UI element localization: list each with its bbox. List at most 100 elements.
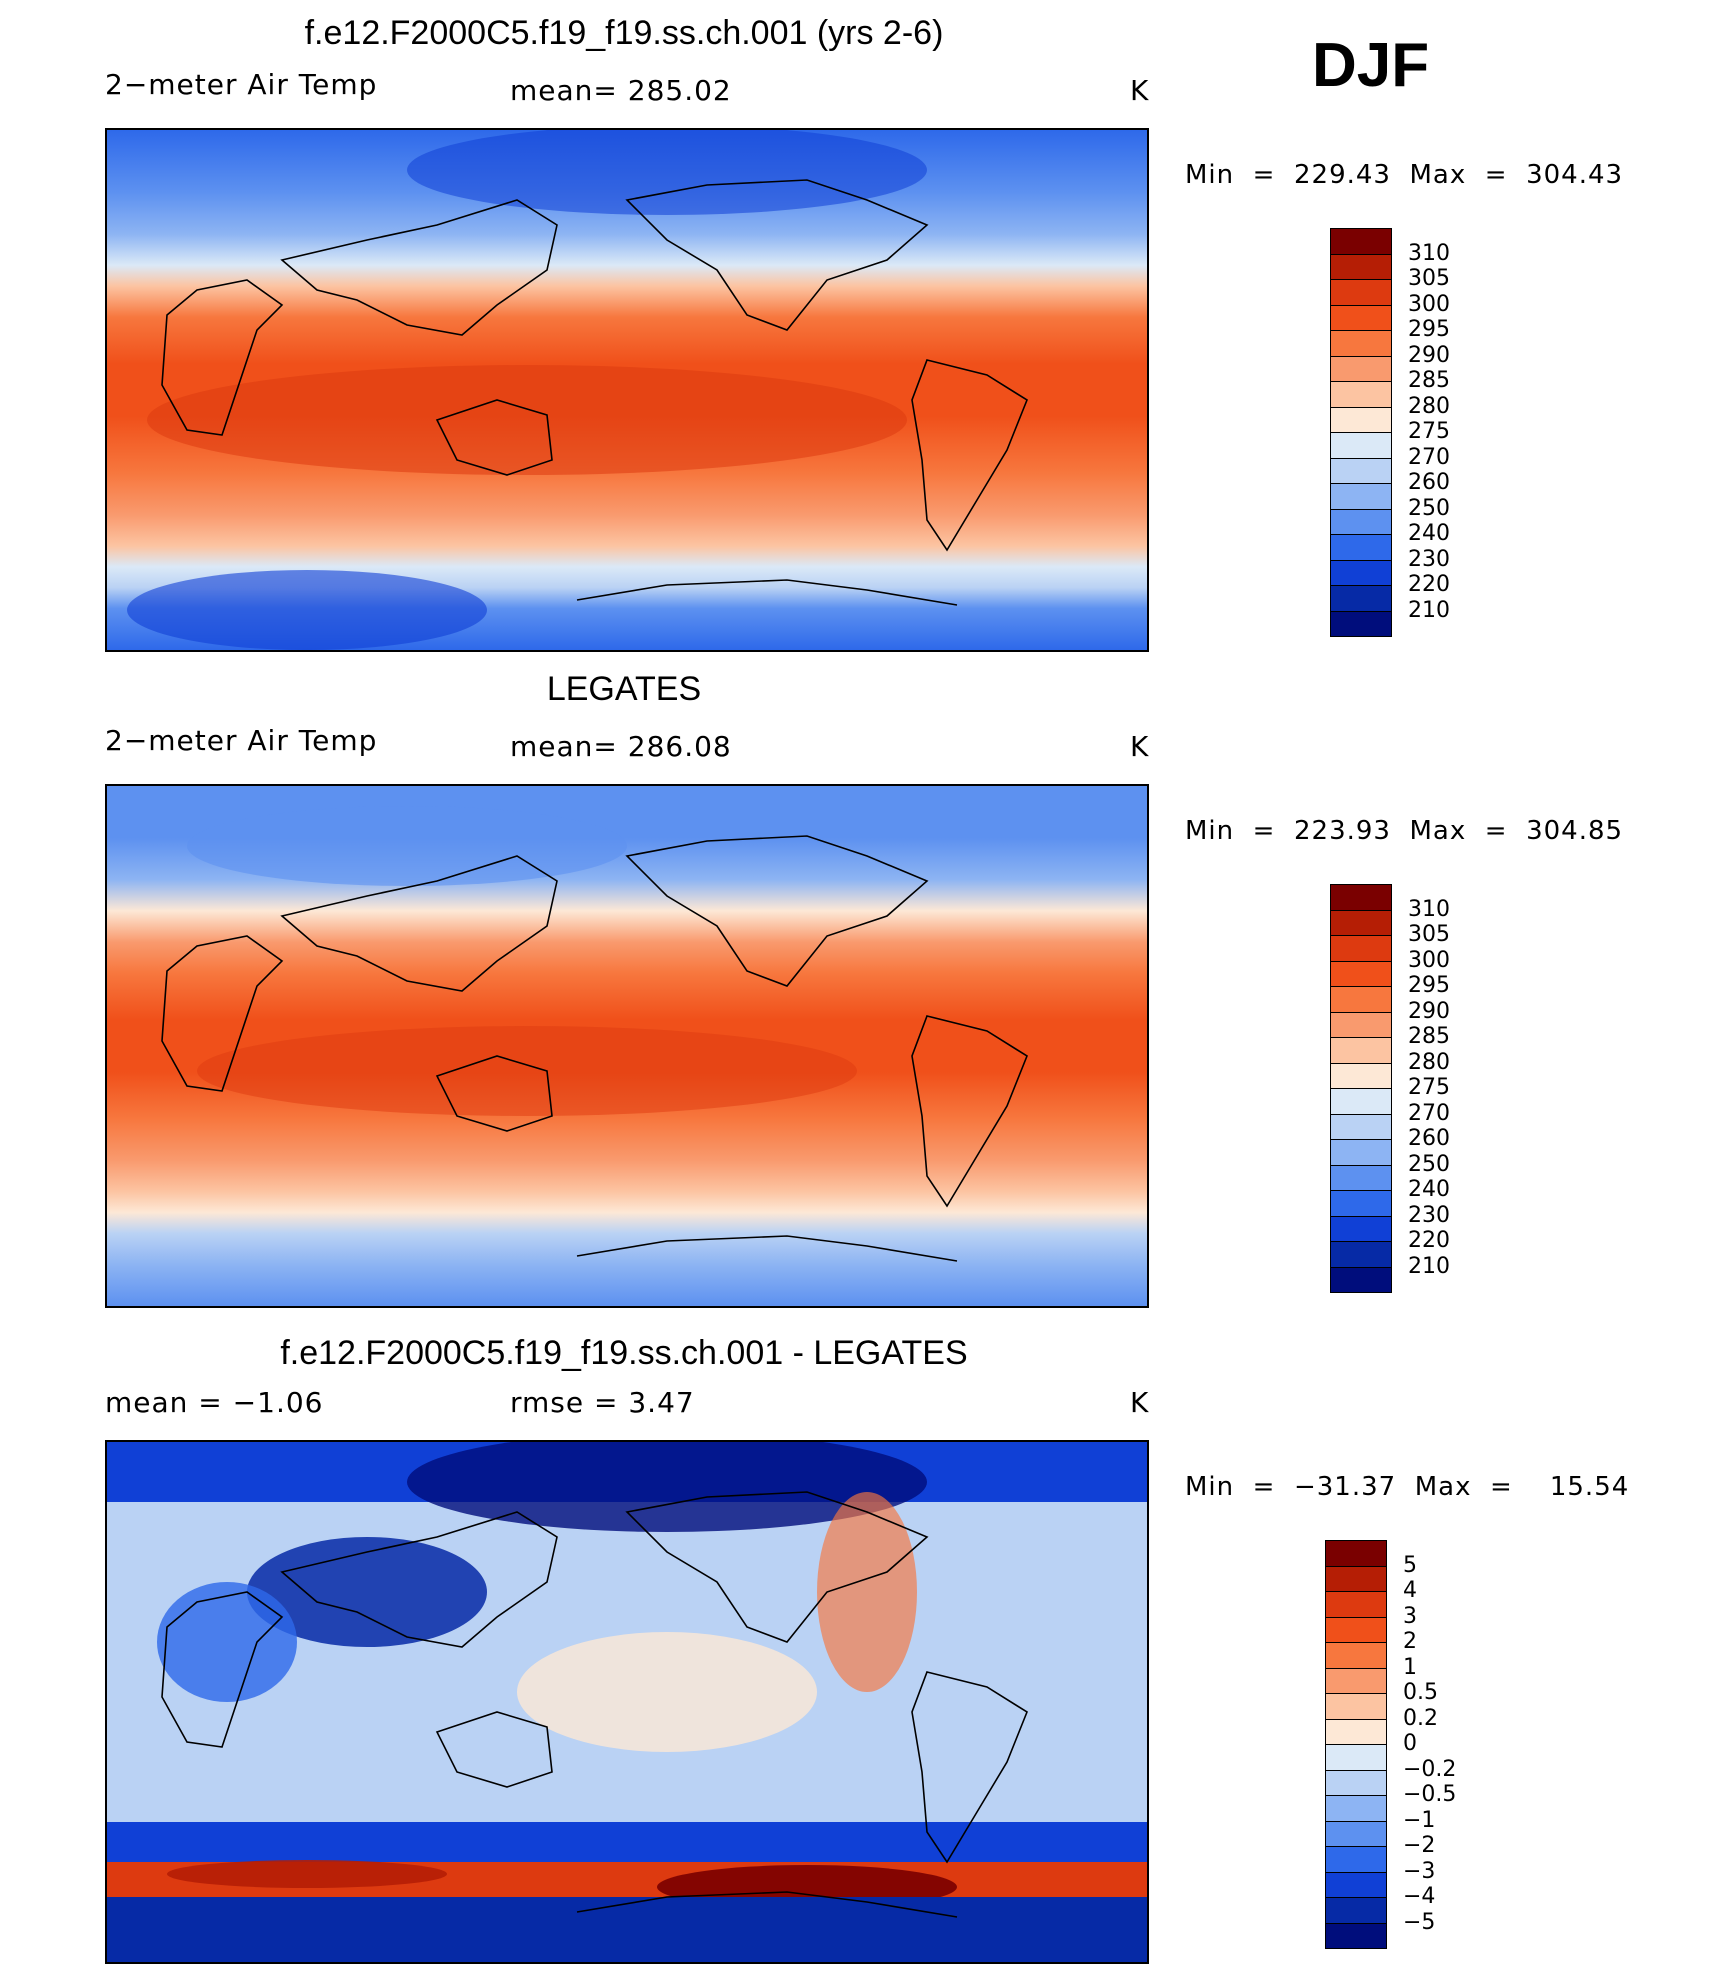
colorbar-box [1325,1795,1387,1822]
colorbar-label: 310 [1408,240,1450,266]
colorbar-box [1330,1037,1392,1064]
panel2-title: LEGATES [546,670,702,708]
colorbar-box [1330,534,1392,561]
colorbar-label: 290 [1408,998,1450,1024]
panel2-units: K [1130,730,1150,763]
colorbar-box [1330,432,1392,459]
colorbar-label: 0.5 [1403,1680,1438,1705]
colorbar-box [1325,1744,1387,1771]
colorbar-label: 220 [1408,1228,1450,1253]
colorbar-box [1325,1591,1387,1618]
colorbar-label: 250 [1408,495,1450,521]
colorbar-box [1325,1871,1387,1898]
panel1-minmax: Min = 229.43 Max = 304.43 [1185,160,1624,190]
colorbar-label: 4 [1403,1578,1417,1603]
colorbar-box [1325,1667,1387,1694]
colorbar-box [1330,1190,1392,1217]
colorbar-label: 300 [1408,947,1450,973]
panel3-units: K [1130,1386,1150,1419]
colorbar-label: 0 [1403,1731,1417,1756]
colorbar-box [1325,1540,1387,1567]
colorbar-label: 275 [1408,419,1450,444]
colorbar-label: 240 [1408,1177,1450,1202]
colorbar-label: 230 [1408,1202,1450,1228]
colorbar-box [1330,610,1392,637]
colorbar-box [1330,228,1392,255]
colorbar-label: −0.2 [1403,1756,1457,1782]
colorbar-label: 3 [1403,1603,1417,1629]
colorbar-box [1330,1139,1392,1166]
colorbar-label: 275 [1408,1075,1450,1100]
panel3-minmax: Min = −31.37 Max = 15.54 [1185,1472,1630,1502]
colorbar-box [1330,253,1392,280]
colorbar-box [1325,1718,1387,1745]
colorbar-label: 285 [1408,1024,1450,1049]
panel1-units: K [1130,74,1150,107]
colorbar-box [1325,1846,1387,1873]
panel1-mean-label: mean= 285.02 [510,74,732,107]
colorbar-box [1325,1616,1387,1643]
colorbar-label: −2 [1403,1833,1436,1858]
colorbar-box [1330,381,1392,408]
colorbar-label: −1 [1403,1807,1436,1833]
colorbar-label: 270 [1408,444,1450,470]
colorbar-label: 260 [1408,1126,1450,1151]
colorbar-label: 295 [1408,317,1450,342]
colorbar-label: 305 [1408,922,1450,947]
colorbar-label: 5 [1403,1552,1417,1578]
colorbar-label: 230 [1408,546,1450,572]
panel3-map [105,1440,1149,1964]
colorbar-label: 1 [1403,1654,1417,1680]
colorbar-box [1325,1642,1387,1669]
colorbar-label: 270 [1408,1100,1450,1126]
colorbar-box [1330,304,1392,331]
colorbar-box [1330,1215,1392,1242]
colorbar-label: 280 [1408,1049,1450,1075]
colorbar-box [1330,330,1392,357]
colorbar-box [1325,1897,1387,1924]
colorbar-label: 250 [1408,1151,1450,1177]
colorbar-label: 280 [1408,393,1450,419]
panel3-mean-label: mean = −1.06 [105,1386,324,1419]
colorbar-box [1330,355,1392,382]
colorbar-label: −5 [1403,1909,1436,1935]
colorbar-box [1330,406,1392,433]
colorbar-box [1325,1922,1387,1949]
colorbar-label: 295 [1408,973,1450,998]
colorbar-label: 210 [1408,1253,1450,1279]
colorbar-box [1330,884,1392,911]
colorbar-box [1330,1164,1392,1191]
colorbar-label: 240 [1408,521,1450,546]
colorbar-box [1330,279,1392,306]
panel3-title: f.e12.F2000C5.f19_f19.ss.ch.001 - LEGATE… [280,1334,968,1372]
panel2-mean-label: mean= 286.08 [510,730,732,763]
colorbar-label: −4 [1403,1884,1436,1909]
colorbar-label: 300 [1408,291,1450,317]
panel2-variable-label: 2−meter Air Temp [105,724,378,757]
colorbar-box [1330,1062,1392,1089]
colorbar-box [1330,1266,1392,1293]
colorbar-box [1330,457,1392,484]
colorbar-box [1325,1820,1387,1847]
colorbar-box [1330,986,1392,1013]
panel1-map [105,128,1149,652]
colorbar-label: 305 [1408,266,1450,291]
colorbar-box [1325,1769,1387,1796]
colorbar-label: −3 [1403,1858,1436,1884]
panel2-minmax: Min = 223.93 Max = 304.85 [1185,816,1624,846]
colorbar-label: 0.2 [1403,1705,1438,1731]
colorbar-label: 310 [1408,896,1450,922]
colorbar-label: 290 [1408,342,1450,368]
panel1-title: f.e12.F2000C5.f19_f19.ss.ch.001 (yrs 2-6… [304,14,944,52]
colorbar-box [1330,508,1392,535]
panel2-map [105,784,1149,1308]
colorbar-label: 210 [1408,597,1450,623]
colorbar-box [1330,483,1392,510]
colorbar-box [1330,1011,1392,1038]
colorbar-box [1330,909,1392,936]
panel3-rmse-label: rmse = 3.47 [510,1386,695,1419]
colorbar-label: −0.5 [1403,1782,1457,1807]
season-label: DJF [1312,31,1430,100]
colorbar-box [1325,1693,1387,1720]
colorbar-label: 2 [1403,1629,1417,1654]
